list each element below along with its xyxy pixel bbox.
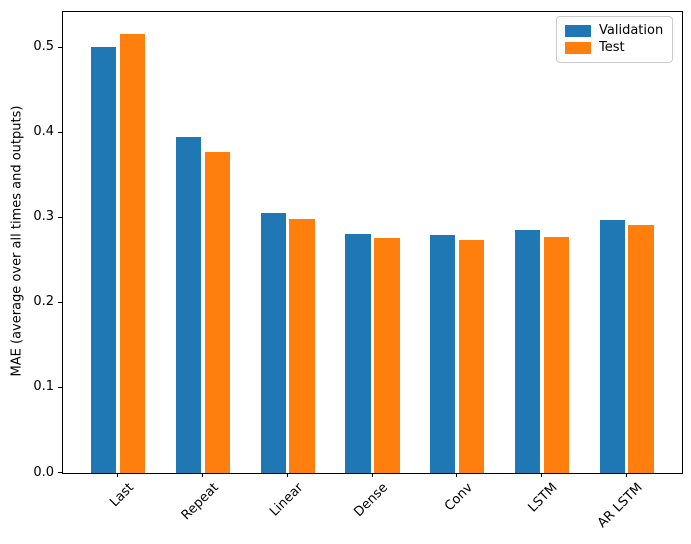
bar-validation-repeat [175,137,202,473]
bar-test-lstm [543,237,570,473]
bar-test-linear [289,218,315,473]
legend: Validation Test [556,16,673,63]
bar-validation-conv [430,234,456,473]
bar-validation-last [91,46,117,473]
bar-test-conv [458,239,485,473]
x-tick-mark-ar-lstm [625,473,627,477]
legend-entry-validation: Validation [565,22,664,39]
bar-validation-lstm [514,229,541,473]
bar-test-repeat [204,152,231,473]
test-swatch-icon [565,41,591,54]
y-tick-mark-0.4 [58,131,62,133]
y-tick-label-0.5: 0.5 [33,39,54,55]
y-tick-label-0.4: 0.4 [33,124,54,140]
x-tick-mark-repeat [202,473,203,477]
x-tick-label-repeat: Repeat [178,480,222,524]
x-tick-label-linear: Linear [267,480,307,520]
plot-area [62,11,683,474]
x-tick-mark-dense [371,473,373,477]
y-tick-mark-0.5 [58,46,62,48]
y-axis-label: MAE (average over all times and outputs) [9,105,25,377]
bar-validation-dense [345,234,371,473]
bar-test-last [120,34,146,473]
y-tick-label-0.3: 0.3 [33,209,54,225]
y-tick-mark-0.1 [58,386,62,388]
x-tick-mark-conv [456,473,458,477]
x-tick-label-dense: Dense [351,480,392,520]
x-tick-label-conv: Conv [442,480,477,515]
y-tick-label-0.2: 0.2 [33,294,54,310]
x-tick-label-ar-lstm: AR LSTM [594,480,646,532]
y-tick-label-0.0: 0.0 [33,464,54,480]
legend-label-test: Test [599,40,625,55]
legend-label-validation: Validation [599,23,664,38]
bar-validation-linear [260,212,286,473]
bar-test-dense [374,238,400,473]
x-tick-label-lstm: LSTM [525,480,561,516]
y-tick-mark-0.0 [58,472,62,473]
x-tick-mark-last [117,473,119,477]
y-tick-mark-0.2 [58,301,62,303]
x-tick-mark-linear [286,473,288,477]
y-tick-label-0.1: 0.1 [33,379,54,395]
bar-test-ar-lstm [628,224,654,473]
x-tick-mark-lstm [541,473,542,477]
x-tick-label-last: Last [107,480,138,511]
bar-validation-ar-lstm [599,219,625,473]
legend-entry-test: Test [565,39,664,56]
validation-swatch-icon [565,24,591,37]
y-tick-mark-0.3 [58,216,62,218]
